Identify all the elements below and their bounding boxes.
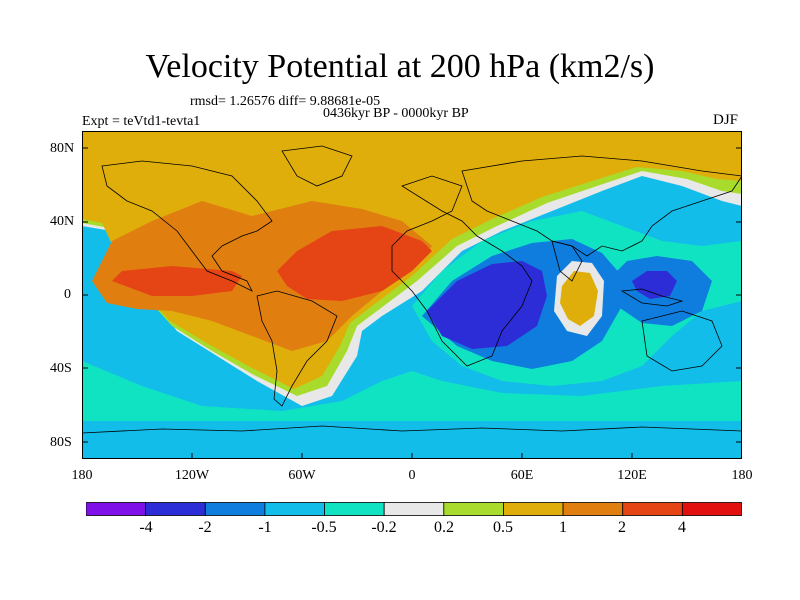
field-contour-india-1: [560, 271, 598, 326]
colorbar-label: 0.5: [493, 519, 513, 536]
colorbar-box: [443, 502, 504, 516]
lon-label: 60W: [288, 468, 316, 483]
colorbar-box: [562, 502, 624, 516]
colorbar-box: [264, 502, 325, 516]
experiment-label: Expt = teVtd1-tevta1: [82, 114, 201, 129]
lon-label: 60E: [510, 468, 534, 483]
colorbar-label: 0.2: [434, 519, 454, 536]
lat-label: 0: [64, 287, 71, 302]
colorbar-label: -4: [139, 519, 153, 536]
plot-title: Velocity Potential at 200 hPa (km2/s): [145, 48, 655, 85]
field-contour-neg2: [427, 261, 547, 349]
colorbar-box: [145, 502, 206, 516]
stats-label: rmsd= 1.26576 diff= 9.88681e-05: [190, 94, 381, 109]
colorbar-box: [622, 502, 683, 516]
field-contour-south: [82, 361, 742, 421]
colorbar-box: [86, 502, 147, 516]
lat-label: 40N: [50, 214, 75, 229]
colorbar: [86, 502, 742, 516]
lon-label: 0: [408, 468, 416, 483]
field-contour-neg2b: [632, 271, 677, 299]
colorbar-label: 2: [618, 519, 626, 536]
colorbar-box: [383, 502, 445, 516]
season-label: DJF: [713, 112, 739, 128]
field-contour-4: [112, 266, 242, 296]
colorbar-label: 4: [678, 519, 686, 536]
lon-label: 180: [731, 468, 753, 483]
colorbar-label: -2: [198, 519, 212, 536]
colorbar-label: -1: [258, 519, 272, 536]
axis-ticks: [82, 147, 742, 459]
colorbar-box: [324, 502, 385, 516]
colorbar-box: [681, 502, 742, 516]
lat-label: 80N: [50, 141, 75, 156]
lon-label: 120W: [174, 468, 210, 483]
lat-label: 40S: [50, 361, 72, 376]
colorbar-label: 1: [559, 519, 567, 536]
lat-label: 80S: [50, 435, 72, 450]
colorbar-label: -0.2: [371, 519, 397, 536]
colorbar-box: [204, 502, 266, 516]
colorbar-label: -0.5: [311, 519, 337, 536]
map-panel: [82, 131, 742, 459]
coastlines: [82, 145, 742, 434]
colorbar-box: [503, 502, 564, 516]
lon-label: 120E: [617, 468, 647, 483]
period-label: 0436kyr BP - 0000kyr BP: [323, 106, 469, 121]
lon-label: 180: [71, 468, 93, 483]
